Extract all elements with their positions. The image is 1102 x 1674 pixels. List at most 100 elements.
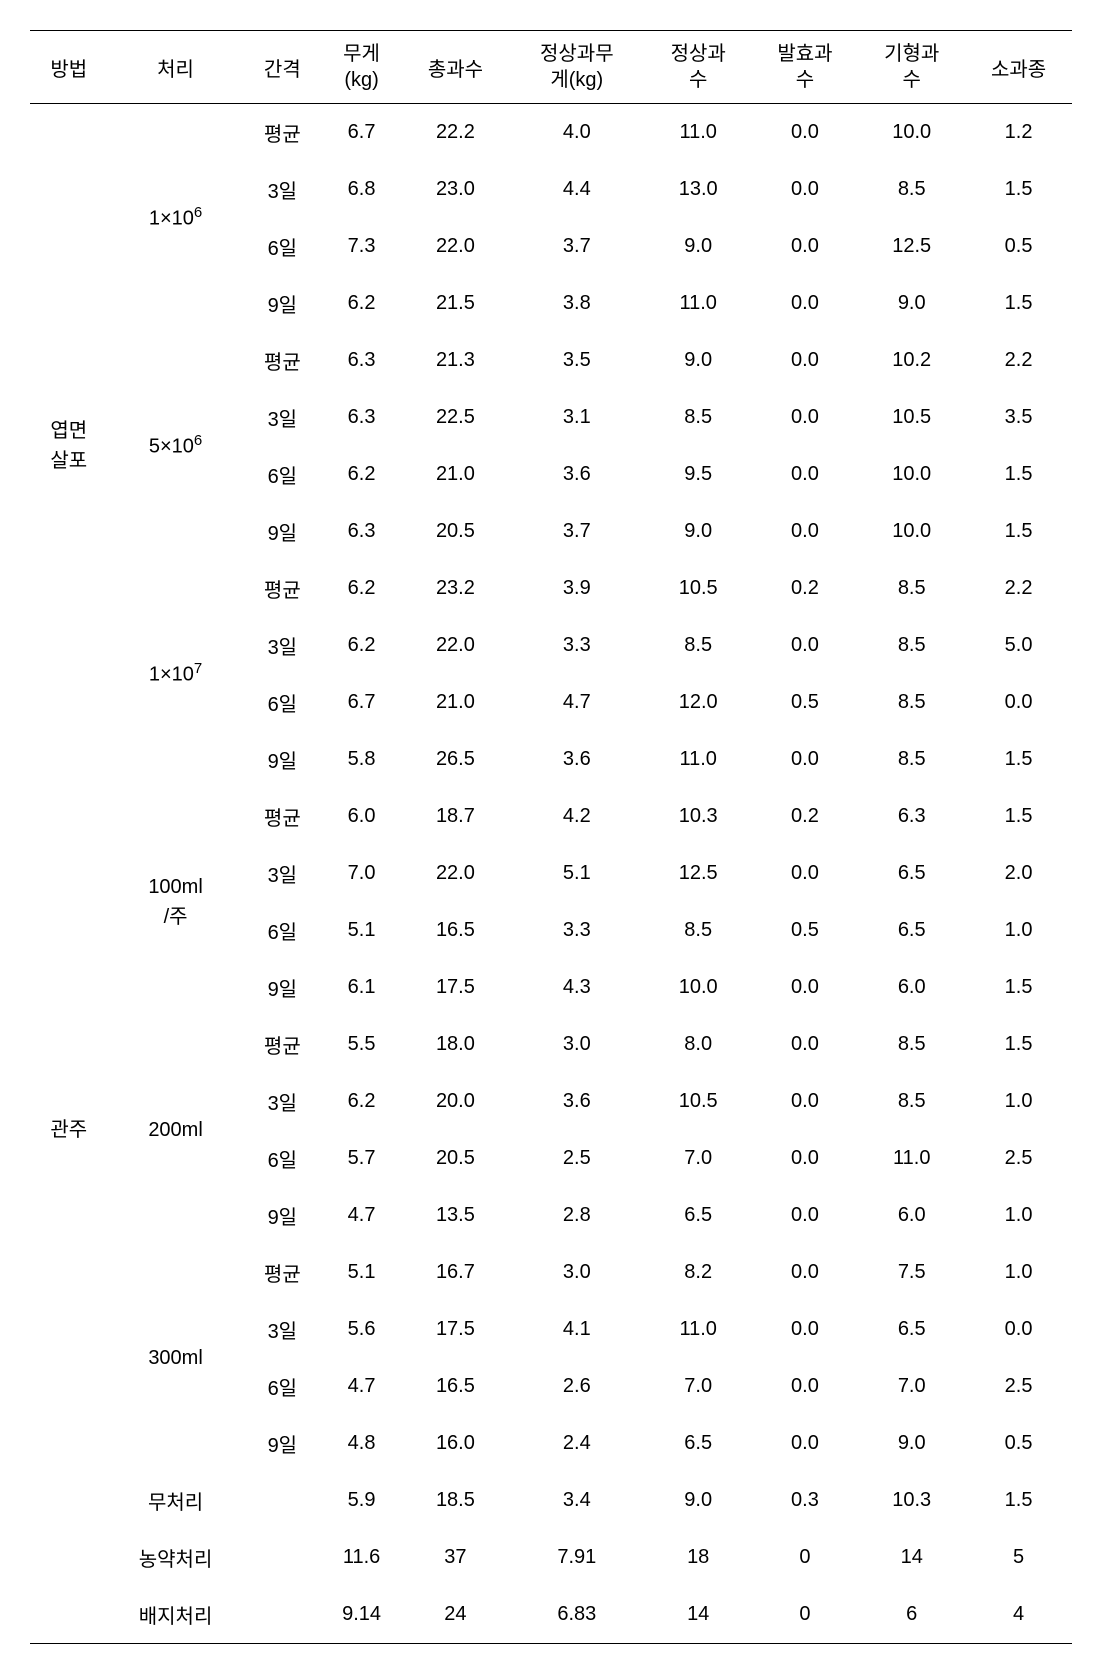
value-cell: 2.8 [509, 1187, 645, 1244]
value-cell: 3.3 [509, 902, 645, 959]
interval-cell: 6일 [244, 902, 322, 959]
value-cell: 11.6 [321, 1529, 402, 1586]
value-cell: 8.5 [858, 161, 965, 218]
table-row: 300ml평균5.116.73.08.20.07.51.0 [30, 1244, 1072, 1301]
value-cell: 16.5 [402, 902, 509, 959]
value-cell: 4.8 [321, 1415, 402, 1472]
value-cell: 11.0 [645, 104, 752, 162]
value-cell: 12.5 [645, 845, 752, 902]
value-cell: 14 [645, 1586, 752, 1644]
value-cell: 0.0 [752, 1358, 859, 1415]
value-cell: 3.5 [509, 332, 645, 389]
value-cell: 5.5 [321, 1016, 402, 1073]
col-deform-count-l2: 수 [903, 69, 921, 91]
value-cell: 0.5 [752, 674, 859, 731]
value-cell: 8.5 [858, 731, 965, 788]
value-cell: 5.8 [321, 731, 402, 788]
value-cell: 6.2 [321, 1073, 402, 1130]
col-normal-count-l1: 정상과 [671, 43, 726, 65]
col-weight-l1: 무게 [343, 43, 380, 65]
value-cell: 10.0 [858, 503, 965, 560]
empty-cell [30, 1586, 108, 1644]
value-cell: 11.0 [645, 731, 752, 788]
footer-row: 농약처리11.6377.91180145 [30, 1529, 1072, 1586]
value-cell: 22.5 [402, 389, 509, 446]
value-cell: 8.5 [858, 1016, 965, 1073]
value-cell: 3.6 [509, 1073, 645, 1130]
value-cell: 21.0 [402, 674, 509, 731]
value-cell: 1.5 [965, 788, 1072, 845]
value-cell: 26.5 [402, 731, 509, 788]
value-cell: 4.7 [509, 674, 645, 731]
col-interval: 간격 [244, 31, 322, 104]
value-cell: 2.5 [509, 1130, 645, 1187]
value-cell: 0.0 [752, 1187, 859, 1244]
value-cell: 16.0 [402, 1415, 509, 1472]
value-cell: 0.0 [752, 104, 859, 162]
interval-cell: 9일 [244, 275, 322, 332]
table-body: 엽면살포1×106평균6.722.24.011.00.010.01.2 3일 6.8… [30, 104, 1072, 1644]
value-cell: 6.0 [858, 1187, 965, 1244]
value-cell: 2.5 [965, 1130, 1072, 1187]
value-cell: 0.2 [752, 788, 859, 845]
value-cell: 5.1 [321, 902, 402, 959]
value-cell: 22.0 [402, 617, 509, 674]
value-cell: 6.83 [509, 1586, 645, 1644]
value-cell: 0.0 [752, 275, 859, 332]
value-cell: 18 [645, 1529, 752, 1586]
table-row: 엽면살포1×106평균6.722.24.011.00.010.01.2 [30, 104, 1072, 162]
value-cell: 6.3 [321, 503, 402, 560]
value-cell: 16.5 [402, 1358, 509, 1415]
value-cell: 5.1 [321, 1244, 402, 1301]
value-cell: 0.0 [752, 1130, 859, 1187]
value-cell: 1.0 [965, 1244, 1072, 1301]
value-cell: 9.0 [858, 275, 965, 332]
value-cell: 0.0 [965, 1301, 1072, 1358]
col-normal-weight-l2: 게(kg) [550, 69, 603, 91]
value-cell: 2.4 [509, 1415, 645, 1472]
value-cell: 3.6 [509, 446, 645, 503]
value-cell: 9.14 [321, 1586, 402, 1644]
value-cell: 4.1 [509, 1301, 645, 1358]
value-cell: 18.7 [402, 788, 509, 845]
value-cell: 8.5 [858, 617, 965, 674]
treatment-cell: 200ml [108, 1016, 244, 1244]
value-cell: 1.0 [965, 1073, 1072, 1130]
value-cell: 24 [402, 1586, 509, 1644]
value-cell: 0 [752, 1529, 859, 1586]
value-cell: 20.0 [402, 1073, 509, 1130]
value-cell: 18.0 [402, 1016, 509, 1073]
value-cell: 0.5 [965, 1415, 1072, 1472]
value-cell: 20.5 [402, 503, 509, 560]
value-cell: 22.0 [402, 218, 509, 275]
value-cell: 3.6 [509, 731, 645, 788]
interval-cell: 6일 [244, 1358, 322, 1415]
value-cell: 2.2 [965, 332, 1072, 389]
interval-cell: 평균 [244, 104, 322, 162]
interval-cell: 6일 [244, 674, 322, 731]
footer-label: 배지처리 [108, 1586, 244, 1644]
value-cell: 13.0 [645, 161, 752, 218]
value-cell: 9.0 [858, 1415, 965, 1472]
interval-cell: 평균 [244, 1016, 322, 1073]
interval-cell: 평균 [244, 560, 322, 617]
interval-cell: 6일 [244, 1130, 322, 1187]
value-cell: 3.0 [509, 1016, 645, 1073]
treatment-cell: 300ml [108, 1244, 244, 1472]
value-cell: 10.0 [858, 446, 965, 503]
value-cell: 9.5 [645, 446, 752, 503]
value-cell: 3.8 [509, 275, 645, 332]
col-method: 방법 [30, 31, 108, 104]
interval-cell: 3일 [244, 1073, 322, 1130]
value-cell: 6.3 [858, 788, 965, 845]
value-cell: 2.0 [965, 845, 1072, 902]
interval-cell: 9일 [244, 503, 322, 560]
value-cell: 8.5 [645, 617, 752, 674]
interval-cell: 3일 [244, 389, 322, 446]
interval-cell: 9일 [244, 959, 322, 1016]
col-ferment-count-l2: 수 [796, 69, 814, 91]
method-cell: 관주 [30, 788, 108, 1472]
value-cell: 9.0 [645, 503, 752, 560]
value-cell: 0.0 [752, 1415, 859, 1472]
value-cell: 4.3 [509, 959, 645, 1016]
